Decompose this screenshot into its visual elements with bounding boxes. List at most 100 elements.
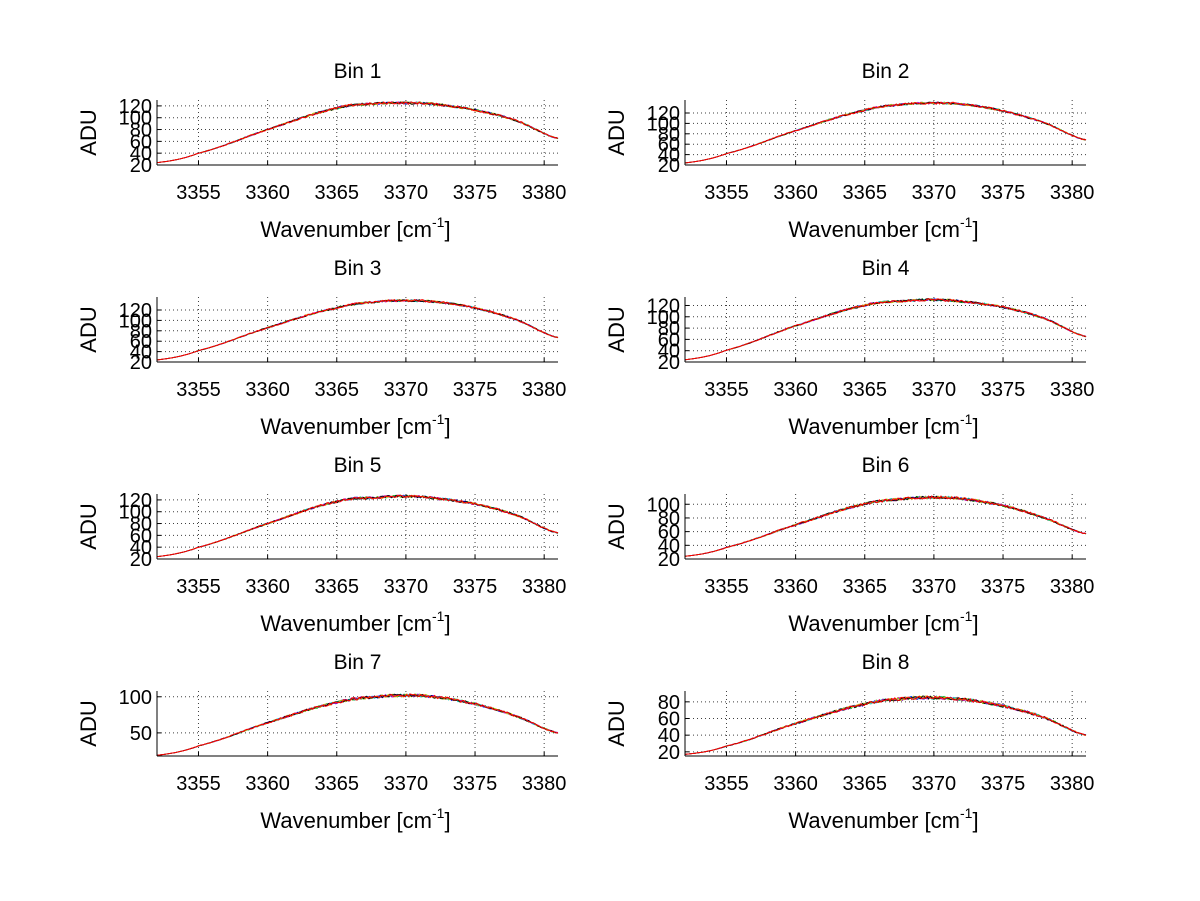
series-line-7 [684, 298, 1087, 361]
x-axis-label: Wavenumber [cm-1] [260, 805, 450, 833]
y-tick-label: 120 [647, 103, 680, 125]
y-tick-label: 120 [647, 295, 680, 317]
x-tick-label: 3380 [1050, 182, 1095, 204]
x-tick-label: 3380 [1050, 379, 1095, 401]
plot-area [157, 297, 558, 362]
panel-title: Bin 2 [862, 60, 910, 83]
x-tick-label: 3355 [176, 182, 221, 204]
x-tick-label: 3365 [315, 773, 360, 795]
x-tick-label: 3365 [843, 576, 888, 598]
y-tick-label: 60 [658, 134, 680, 156]
y-tick-label: 100 [119, 108, 152, 130]
x-tick-label: 3365 [315, 182, 360, 204]
y-tick-label: 120 [119, 300, 152, 322]
y-tick-label: 20 [130, 352, 152, 374]
plot-area [685, 494, 1086, 559]
series-line-7 [156, 494, 559, 558]
y-tick-label: 120 [119, 490, 152, 512]
panel-title: Bin 1 [334, 60, 382, 83]
x-tick-label: 3370 [912, 379, 957, 401]
x-tick-label: 3355 [704, 182, 749, 204]
x-tick-label: 3370 [384, 576, 429, 598]
y-tick-label: 60 [658, 329, 680, 351]
x-axis-label: Wavenumber [cm-1] [260, 411, 450, 439]
y-tick-label: 60 [658, 709, 680, 731]
x-tick-label: 3365 [843, 379, 888, 401]
y-tick-label: 40 [130, 537, 152, 559]
x-tick-label: 3380 [522, 182, 567, 204]
plot-area [157, 100, 558, 165]
plot-area [685, 100, 1086, 165]
x-axis-label: Wavenumber [cm-1] [260, 214, 450, 242]
y-tick-label: 60 [658, 522, 680, 544]
series-line-7 [156, 693, 559, 756]
y-axis-label: ADU [604, 503, 629, 549]
x-tick-label: 3360 [773, 773, 818, 795]
y-tick-label: 60 [130, 331, 152, 353]
x-tick-label: 3370 [384, 182, 429, 204]
y-tick-label: 60 [130, 131, 152, 153]
y-axis-label: ADU [76, 306, 101, 352]
panel-bin-7: 3355 3360 3365 3370 3375 3380 50 100 Bin 7 ADU Wav… [76, 651, 566, 833]
y-tick-label: 40 [658, 145, 680, 167]
x-tick-label: 3360 [773, 379, 818, 401]
y-axis-label: ADU [76, 109, 101, 155]
y-tick-label: 60 [130, 525, 152, 547]
panel-title: Bin 8 [862, 651, 910, 674]
x-tick-label: 3365 [315, 379, 360, 401]
y-tick-label: 20 [658, 742, 680, 764]
x-tick-label: 3370 [384, 379, 429, 401]
y-axis-label: ADU [604, 700, 629, 746]
y-tick-label: 40 [658, 725, 680, 747]
x-tick-label: 3375 [453, 379, 498, 401]
x-tick-label: 3355 [704, 379, 749, 401]
x-tick-label: 3375 [981, 576, 1026, 598]
y-tick-label: 100 [647, 307, 680, 329]
y-tick-label: 80 [658, 508, 680, 530]
x-tick-label: 3380 [522, 773, 567, 795]
x-tick-label: 3380 [1050, 773, 1095, 795]
y-tick-label: 80 [658, 318, 680, 340]
y-tick-label: 20 [130, 155, 152, 177]
panel-title: Bin 5 [334, 454, 382, 477]
y-tick-label: 50 [130, 723, 152, 745]
x-tick-label: 3380 [522, 576, 567, 598]
panel-title: Bin 7 [334, 651, 382, 674]
y-tick-label: 100 [647, 113, 680, 135]
x-axis-label: Wavenumber [cm-1] [788, 805, 978, 833]
x-tick-label: 3375 [981, 379, 1026, 401]
y-tick-label: 80 [658, 692, 680, 714]
x-tick-label: 3355 [704, 576, 749, 598]
y-tick-label: 40 [658, 341, 680, 363]
plot-area [685, 297, 1086, 362]
plot-area [157, 691, 558, 756]
x-tick-label: 3370 [384, 773, 429, 795]
x-tick-label: 3365 [315, 576, 360, 598]
y-tick-label: 40 [130, 143, 152, 165]
series-line-7 [684, 495, 1087, 557]
x-tick-label: 3355 [176, 379, 221, 401]
series-line-7 [684, 101, 1087, 164]
y-tick-label: 20 [658, 155, 680, 177]
x-axis-label: Wavenumber [cm-1] [788, 214, 978, 242]
x-tick-label: 3380 [1050, 576, 1095, 598]
y-axis-label: ADU [76, 503, 101, 549]
x-tick-label: 3355 [176, 773, 221, 795]
x-tick-label: 3370 [912, 576, 957, 598]
x-tick-label: 3360 [773, 182, 818, 204]
x-axis-label: Wavenumber [cm-1] [260, 608, 450, 636]
x-axis-label: Wavenumber [cm-1] [788, 411, 978, 439]
series-line-7 [156, 298, 559, 361]
x-tick-label: 3375 [453, 773, 498, 795]
plot-area [157, 494, 558, 559]
series-line-7 [156, 101, 559, 164]
x-tick-label: 3360 [245, 379, 290, 401]
y-axis-label: ADU [604, 306, 629, 352]
